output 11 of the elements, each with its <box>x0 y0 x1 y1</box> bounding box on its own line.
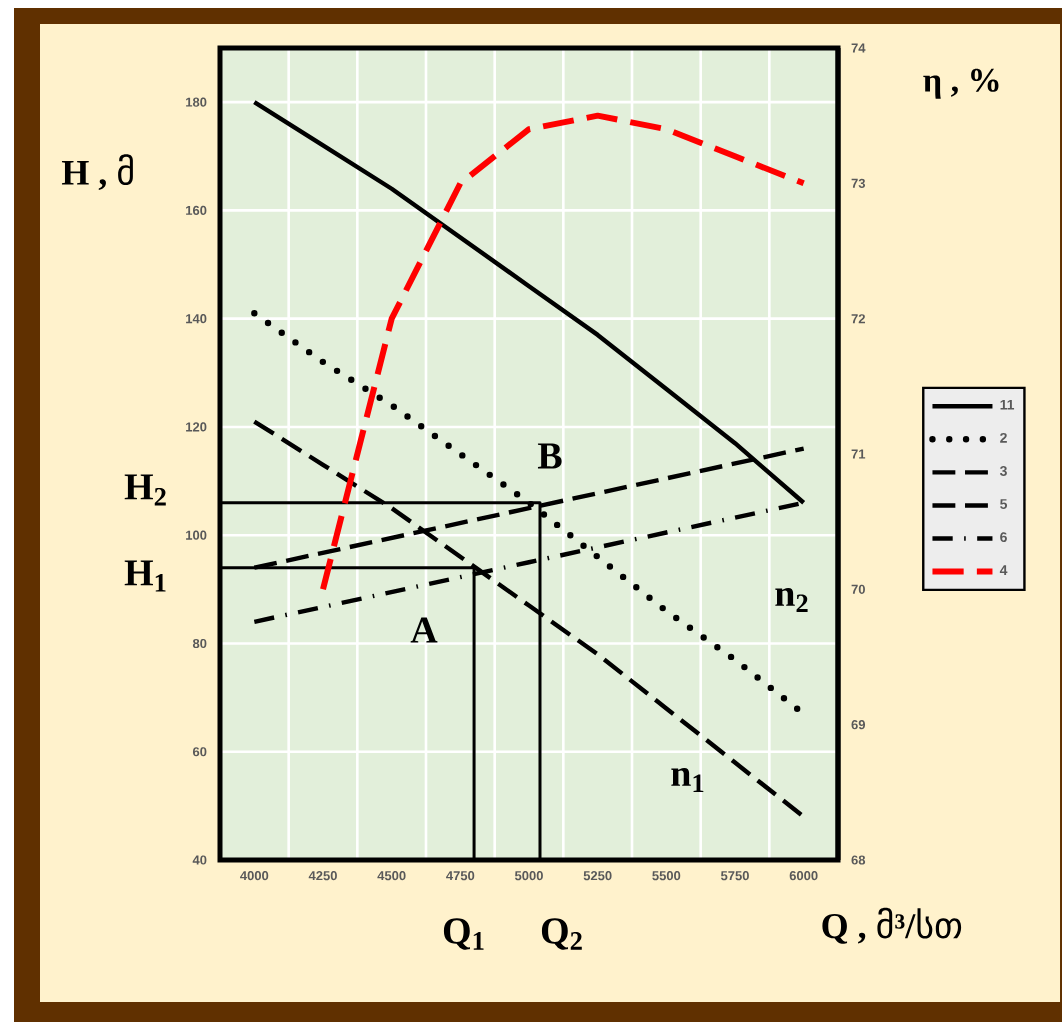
annotation: n$_{2}$ <box>775 587 808 613</box>
text: Q$_{2}$ <box>541 918 582 950</box>
annotation: n$_{1}$ <box>671 767 704 793</box>
annotation: A <box>410 617 438 643</box>
text: H$_{1}$ <box>124 560 166 592</box>
y2-axis-title: η , % <box>923 68 999 99</box>
text: Q$_{1}$ <box>443 918 484 950</box>
annotation: B <box>537 443 562 469</box>
x-axis-title: Q , მ³/სთ <box>822 907 962 944</box>
y-axis-title: H , მ <box>61 154 133 191</box>
text: H$_{2}$ <box>124 474 166 506</box>
